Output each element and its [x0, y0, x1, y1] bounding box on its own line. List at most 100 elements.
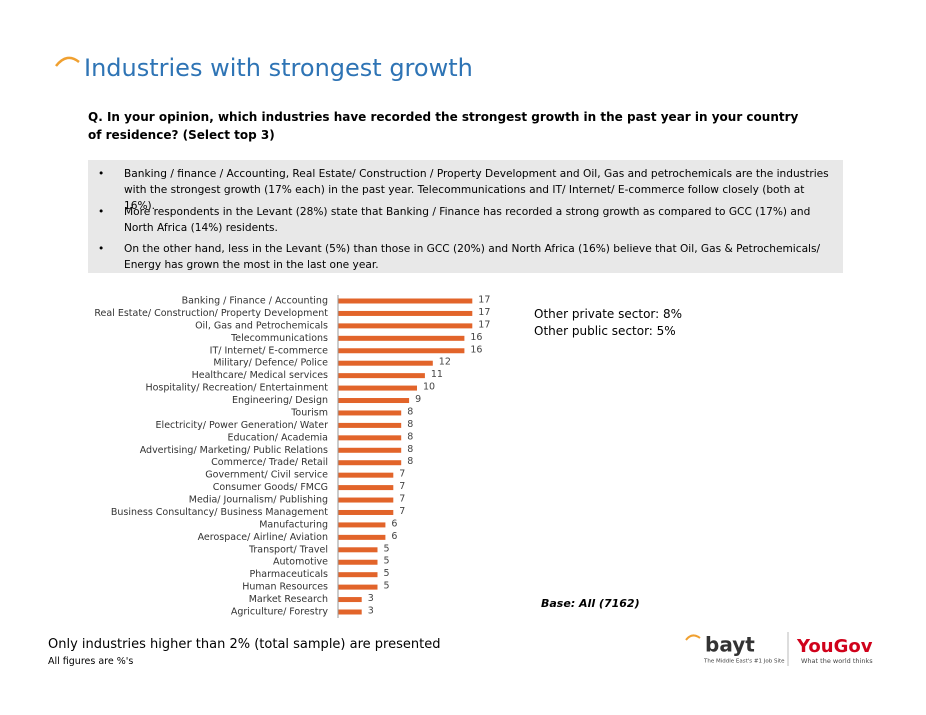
category-label: Transport/ Travel: [248, 544, 328, 555]
value-label: 12: [439, 357, 451, 368]
category-label: Advertising/ Marketing/ Public Relations: [140, 445, 328, 456]
value-label: 7: [399, 469, 405, 480]
value-label: 5: [384, 556, 390, 567]
bar: [338, 609, 362, 615]
value-label: 3: [368, 606, 374, 617]
bar: [338, 422, 402, 428]
yougov-logo: YouGov: [796, 636, 873, 657]
side-note: Other private sector: 8%: [534, 307, 683, 321]
value-label: 5: [384, 543, 390, 554]
footnote: All figures are %'s: [48, 656, 134, 667]
category-label: Tourism: [290, 407, 328, 418]
category-label: Healthcare/ Medical services: [192, 370, 328, 381]
bar: [338, 323, 473, 329]
category-label: Banking / Finance / Accounting: [182, 296, 328, 307]
value-label: 11: [431, 369, 443, 380]
value-label: 3: [368, 593, 374, 604]
value-label: 6: [391, 531, 397, 542]
value-label: 10: [423, 382, 435, 393]
bar: [338, 497, 394, 503]
footnote: Only industries higher than 2% (total sa…: [48, 637, 441, 652]
summary-box: Banking / finance / Accounting, Real Est…: [88, 160, 843, 273]
bar: [338, 547, 378, 553]
value-label: 8: [407, 419, 413, 430]
category-label: Electricity/ Power Generation/ Water: [156, 420, 329, 431]
value-label: 7: [399, 481, 405, 492]
chart-title: Industries with strongest growth: [84, 54, 473, 82]
value-label: 17: [478, 295, 490, 306]
value-label: 16: [470, 344, 482, 355]
base-note: Base: All (7162): [541, 597, 640, 610]
bar: [338, 348, 465, 354]
value-label: 5: [384, 581, 390, 592]
title-icon: [55, 56, 80, 67]
bar: [338, 509, 394, 515]
bar: [338, 460, 402, 466]
bar: [338, 298, 473, 304]
bar: [338, 360, 433, 366]
bar: [338, 385, 417, 391]
bar: [338, 572, 378, 578]
value-label: 6: [391, 518, 397, 529]
bar: [338, 472, 394, 478]
bar: [338, 335, 465, 341]
category-label: Real Estate/ Construction/ Property Deve…: [94, 308, 328, 319]
bar: [338, 410, 402, 416]
value-label: 9: [415, 394, 421, 405]
category-label: Pharmaceuticals: [250, 569, 329, 580]
category-label: Commerce/ Trade/ Retail: [211, 457, 328, 468]
category-label: Agriculture/ Forestry: [231, 607, 329, 618]
side-notes: Other private sector: 8% Other public se…: [534, 306, 682, 340]
category-label: Government/ Civil service: [205, 470, 328, 481]
category-label: Manufacturing: [259, 519, 328, 530]
category-label: Aerospace/ Airline/ Aviation: [198, 532, 328, 543]
value-label: 16: [470, 332, 482, 343]
bar: [338, 584, 378, 590]
value-label: 8: [407, 406, 413, 417]
category-label: Business Consultancy/ Business Managemen…: [111, 507, 328, 518]
value-label: 7: [399, 506, 405, 517]
bar: [338, 447, 402, 453]
bar: [338, 522, 386, 528]
bar: [338, 310, 473, 316]
bar: [338, 534, 386, 540]
question: Q. In your opinion, which industries hav…: [88, 110, 799, 142]
side-note: Other public sector: 5%: [534, 324, 676, 338]
bullet: Banking / finance / Accounting, Real Est…: [98, 166, 834, 214]
category-label: Telecommunications: [230, 333, 328, 344]
value-label: 17: [478, 319, 490, 330]
category-label: Engineering/ Design: [232, 395, 328, 406]
category-label: Automotive: [273, 557, 328, 568]
category-label: Military/ Defence/ Police: [213, 358, 328, 369]
bar: [338, 485, 394, 491]
category-label: Human Resources: [242, 582, 328, 593]
logos: bayt The Middle East's #1 Job Site YouGo…: [685, 632, 873, 666]
value-label: 7: [399, 494, 405, 505]
bar: [338, 398, 410, 404]
yougov-tagline: What the world thinks: [801, 657, 873, 665]
category-label: Education/ Academia: [228, 432, 328, 443]
value-label: 8: [407, 444, 413, 455]
bar: [338, 559, 378, 565]
category-label: Hospitality/ Recreation/ Entertainment: [145, 383, 328, 394]
category-label: IT/ Internet/ E-commerce: [210, 345, 329, 356]
category-label: Media/ Journalism/ Publishing: [189, 495, 328, 506]
value-label: 17: [478, 307, 490, 318]
category-label: Market Research: [249, 594, 328, 605]
bar-chart: Banking / Finance / Accounting 17 Real Est…: [94, 295, 490, 618]
value-label: 8: [407, 431, 413, 442]
bayt-icon: [685, 634, 701, 641]
category-label: Consumer Goods/ FMCG: [213, 482, 328, 493]
bullet: On the other hand, less in the Levant (5…: [98, 241, 834, 273]
bar: [338, 597, 362, 603]
category-label: Oil, Gas and Petrochemicals: [195, 320, 328, 331]
bullet: More respondents in the Levant (28%) sta…: [98, 204, 834, 236]
bayt-tagline: The Middle East's #1 Job Site: [703, 659, 785, 665]
bar: [338, 435, 402, 441]
value-label: 8: [407, 456, 413, 467]
value-label: 5: [384, 568, 390, 579]
bayt-logo: bayt: [705, 633, 755, 657]
bar: [338, 373, 425, 379]
